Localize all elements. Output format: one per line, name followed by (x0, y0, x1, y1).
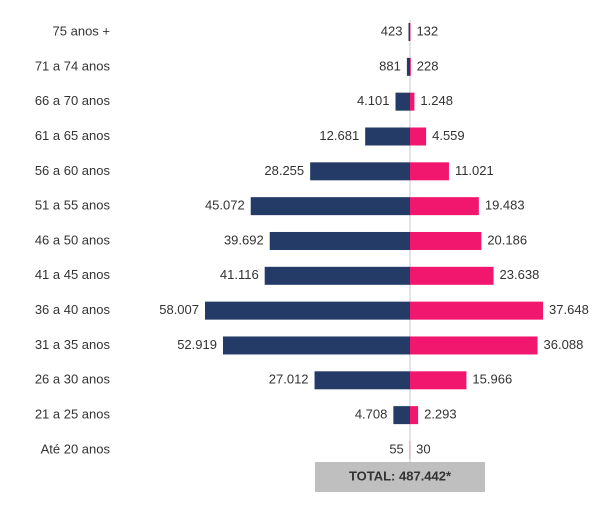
bar (264, 266, 410, 285)
bar (365, 127, 410, 146)
value-label: 4.559 (432, 128, 465, 143)
bar (410, 231, 482, 250)
total-label: TOTAL: 487.442* (349, 468, 452, 483)
category-label: 75 anos + (53, 23, 110, 38)
bar (410, 301, 544, 320)
category-label: 36 a 40 anos (35, 302, 111, 317)
category-label: 66 a 70 anos (35, 93, 111, 108)
bar (205, 301, 410, 320)
value-label: 881 (379, 58, 401, 73)
value-label: 28.255 (264, 163, 304, 178)
value-label: 1.248 (420, 93, 453, 108)
value-label: 2.293 (424, 407, 457, 422)
value-label: 27.012 (269, 372, 309, 387)
category-label: 61 a 65 anos (35, 128, 111, 143)
bar (410, 371, 467, 390)
bar (310, 162, 410, 181)
bar (410, 127, 427, 146)
bar (250, 197, 410, 216)
bar (408, 23, 410, 41)
category-label: 56 a 60 anos (35, 163, 111, 178)
value-label: 132 (416, 23, 438, 38)
value-label: 58.007 (159, 302, 199, 317)
bar (222, 336, 410, 355)
value-label: 4.101 (357, 93, 390, 108)
category-label: 26 a 30 anos (35, 372, 111, 387)
value-label: 12.681 (319, 128, 359, 143)
value-label: 11.021 (455, 163, 494, 178)
value-label: 30 (416, 441, 430, 456)
value-label: 23.638 (500, 267, 540, 282)
bar (410, 57, 411, 76)
value-label: 15.966 (472, 372, 512, 387)
value-label: 45.072 (205, 198, 245, 213)
category-label: 41 a 45 anos (35, 267, 111, 282)
bar (410, 406, 419, 425)
category-label: 21 a 25 anos (35, 407, 111, 422)
category-label: Até 20 anos (41, 441, 111, 456)
bar (410, 197, 479, 216)
category-label: 71 a 74 anos (35, 58, 111, 73)
bar (410, 336, 538, 355)
category-label: 51 a 55 anos (35, 198, 111, 213)
value-label: 423 (381, 23, 403, 38)
bar (395, 92, 410, 111)
value-label: 36.088 (544, 337, 584, 352)
category-label: 31 a 35 anos (35, 337, 111, 352)
value-label: 4.708 (355, 407, 388, 422)
value-label: 55 (389, 441, 403, 456)
value-label: 19.483 (485, 198, 525, 213)
bar (410, 162, 449, 181)
value-label: 20.186 (487, 232, 527, 247)
total-box (315, 462, 485, 492)
bar (269, 231, 410, 250)
bar (393, 406, 410, 425)
value-label: 52.919 (177, 337, 217, 352)
bar (406, 57, 410, 76)
value-label: 228 (417, 58, 439, 73)
bar (410, 92, 415, 111)
value-label: 39.692 (224, 232, 264, 247)
category-label: 46 a 50 anos (35, 232, 111, 247)
value-label: 41.116 (220, 267, 259, 282)
bar (410, 266, 494, 285)
bar (314, 371, 410, 390)
value-label: 37.648 (549, 302, 589, 317)
